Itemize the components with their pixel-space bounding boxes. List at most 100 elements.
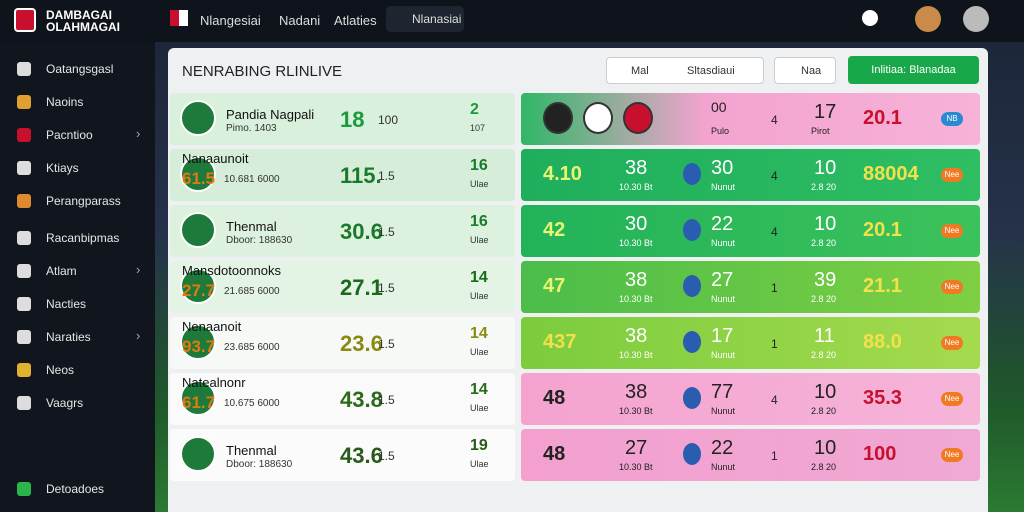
nav-link[interactable]: Nadani: [279, 13, 321, 28]
nav-icon: [17, 95, 31, 109]
team-sub: Pimo. 1403: [226, 123, 277, 134]
stat-sub: Ulae: [470, 459, 489, 469]
nav-icon: [17, 128, 31, 142]
team-sub: Dboor: 188630: [226, 459, 293, 470]
nav-item[interactable]: Perangparass: [46, 194, 121, 208]
team-name: Nanaaunoit: [182, 151, 249, 166]
value: 38: [625, 157, 648, 179]
logo[interactable]: [14, 8, 36, 32]
nav-item[interactable]: Naoins: [46, 95, 84, 109]
stat: 16: [470, 157, 488, 174]
value: 21.1: [863, 275, 902, 297]
nav-item[interactable]: Detoadoes: [46, 482, 105, 496]
nav-icon: [17, 330, 31, 344]
badge[interactable]: Nee: [941, 448, 963, 462]
team-sub: 10.681 6000: [224, 174, 280, 185]
panel-title: NENRABING RLINLIVE: [182, 63, 343, 80]
value: 30: [625, 213, 648, 235]
row-right[interactable]: 437 38 10.30 Bt 17 Nunut 1 11 2.8 20 88.0 Nee: [521, 317, 980, 369]
row-left[interactable]: Nenaanoit 93.7 23.685 6000 23.6 1.5 14 Ulae: [170, 317, 515, 369]
team-logo: [180, 436, 216, 472]
nav-link[interactable]: Atlaties: [334, 13, 377, 28]
row-left[interactable]: Pandia Nagpali Pimo. 1403 18 100 2 107: [170, 93, 515, 145]
team-sub: Dboor: 188630: [226, 235, 293, 246]
nav-item[interactable]: Pacntioo: [46, 128, 93, 142]
chevron: ›: [136, 126, 141, 141]
filter[interactable]: Mal Sltasdiaui: [606, 57, 764, 84]
value: 27: [625, 437, 648, 459]
nav-icon: [17, 396, 31, 410]
stat: 14: [470, 381, 488, 398]
avatar[interactable]: [915, 6, 941, 32]
team-logo: [683, 331, 701, 353]
score: 115.: [340, 163, 382, 188]
team-name: Mansdotoonnoks: [182, 263, 282, 278]
row-right[interactable]: 47 38 10.30 Bt 27 Nunut 1 39 2.8 20 21.1 Nee: [521, 261, 980, 313]
stat: 19: [470, 437, 488, 454]
value: 88004: [863, 163, 919, 185]
brand[interactable]: DAMBAGAI OLAHMAGAI: [46, 8, 120, 34]
filter-label: Mal: [631, 65, 649, 77]
value: 30: [711, 157, 734, 179]
badge[interactable]: NB: [941, 112, 963, 126]
row-right[interactable]: 48 27 10.30 Bt 22 Nunut 1 10 2.8 20 100 Nee: [521, 429, 980, 481]
nav-item[interactable]: Atlam: [46, 264, 77, 278]
row-left[interactable]: Thenmal Dboor: 188630 43.6 1.5 19 Ulae: [170, 429, 515, 481]
team-name: Natealnonr: [182, 375, 246, 390]
nav-item[interactable]: Nacties: [46, 297, 87, 311]
team-logo: [683, 219, 701, 241]
row-right[interactable]: 4.10 38 10.30 Bt 30 Nunut 4 10 2.8 20 88004 Nee: [521, 149, 980, 201]
stat: 16: [470, 213, 488, 230]
value: 1: [771, 281, 778, 295]
team-logo: [683, 275, 701, 297]
nav-item[interactable]: Neos: [46, 363, 75, 377]
team-logo: [583, 102, 613, 134]
badge[interactable]: Nee: [941, 280, 963, 294]
row-left[interactable]: Thenmal Dboor: 188630 30.6 1.5 16 Ulae: [170, 205, 515, 257]
row-right[interactable]: 42 30 10.30 Bt 22 Nunut 4 10 2.8 20 20.1 Nee: [521, 205, 980, 257]
value: 10: [814, 157, 837, 179]
team-logo: [180, 212, 216, 248]
row-left[interactable]: Natealnonr 61.7 10.675 6000 43.8 1.5 14 Ulae: [170, 373, 515, 425]
row-right[interactable]: 48 38 10.30 Bt 77 Nunut 4 10 2.8 20 35.3 Nee: [521, 373, 980, 425]
value: 4: [771, 393, 778, 407]
team-name: Thenmal: [226, 443, 277, 458]
panel: NENRABING RLINLIVE Mal Sltasdiaui Naa Inl…: [168, 48, 988, 512]
unit: 100: [378, 113, 399, 127]
unit: 1.5: [378, 337, 395, 351]
badge[interactable]: Nee: [941, 392, 963, 406]
nav-icon: [17, 231, 31, 245]
row-left[interactable]: Mansdotoonnoks 27.7 21.685 6000 27.1 1.5 14 Ul…: [170, 261, 515, 313]
team-logo: [623, 102, 653, 134]
score: 23.6: [340, 331, 383, 356]
search-box[interactable]: Naa: [774, 57, 836, 84]
value-sub: 10.30 Bt: [619, 238, 653, 248]
value-sub: 2.8 20: [811, 350, 837, 360]
nav-item[interactable]: Naraties: [46, 330, 91, 344]
badge[interactable]: Nee: [941, 224, 963, 238]
value-sub: 10.30 Bt: [619, 182, 653, 192]
team-logo: [180, 100, 216, 136]
stat-sub: Ulae: [470, 347, 489, 357]
nav-item[interactable]: Vaagrs: [46, 396, 84, 410]
value-sub: 10.30 Bt: [619, 350, 653, 360]
row-left[interactable]: Nanaaunoit 61.5 10.681 6000 115. 1.5 16 Ulae: [170, 149, 515, 201]
nav-link[interactable]: Nlangesiai: [200, 13, 261, 28]
badge[interactable]: Nee: [941, 336, 963, 350]
value: 4: [771, 113, 778, 127]
value: 4.10: [543, 163, 582, 185]
avatar[interactable]: [963, 6, 989, 32]
nav-item[interactable]: Oatangsgasl: [46, 62, 114, 76]
stat: 14: [470, 325, 488, 342]
row-right[interactable]: 00 Pulo 4 17 Pirot 20.1 NB: [521, 93, 980, 145]
button[interactable]: Inlitiaa: Blanadaa: [848, 56, 979, 84]
search-box[interactable]: Nlanasiai: [386, 6, 464, 32]
value: 10: [814, 437, 837, 459]
team-name: Thenmal: [226, 219, 277, 234]
stat-sub: Ulae: [470, 235, 489, 245]
nav-item[interactable]: Racanbipmas: [46, 231, 120, 245]
team-sub: 23.685 6000: [224, 342, 280, 353]
badge[interactable]: Nee: [941, 168, 963, 182]
icon[interactable]: [862, 10, 878, 26]
nav-item[interactable]: Ktiays: [46, 161, 79, 175]
